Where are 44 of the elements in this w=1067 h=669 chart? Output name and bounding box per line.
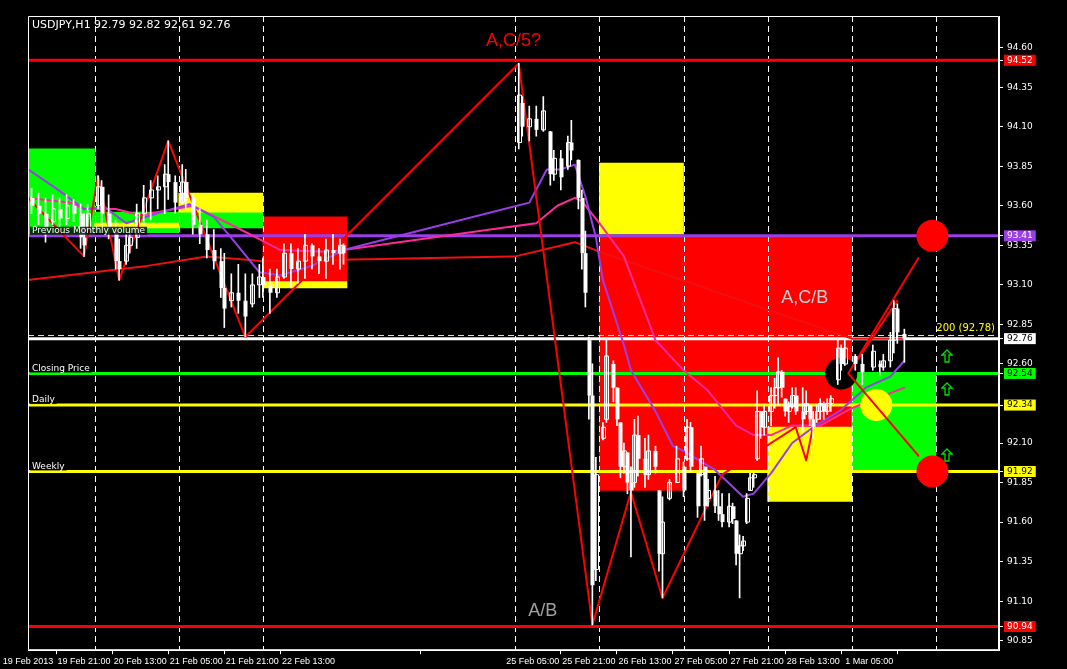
x-tick-label: 27 Feb 05:00 [674, 656, 728, 667]
ref-line-label: Daily [32, 394, 56, 405]
y-tick-label: 92.34 [1007, 399, 1034, 410]
y-tick-label: 92.10 [1007, 437, 1034, 448]
ref-line-label: Closing Price [32, 362, 91, 373]
y-tick-label: 91.92 [1007, 465, 1033, 476]
x-tick-label: 21 Feb 05:00 [169, 656, 223, 667]
x-tick-label: 19 Feb 21:00 [57, 656, 111, 667]
x-tick-label: 22 Feb 13:00 [281, 656, 335, 667]
y-tick-label: 91.10 [1007, 595, 1034, 606]
y-tick-label: 94.35 [1007, 81, 1033, 92]
annotation: A,C/B [781, 287, 829, 308]
y-tick-label: 91.35 [1007, 555, 1033, 566]
y-tick-label: 91.60 [1007, 516, 1034, 527]
x-tick-label: 25 Feb 05:00 [506, 656, 560, 667]
y-tick-label: 92.85 [1007, 318, 1033, 329]
chart-title: USDJPY,H1 92.79 92.82 92.61 92.76 [32, 18, 231, 32]
ref-line-label: Weekly [32, 460, 66, 471]
ref-line-label: 200 (92.78) [936, 322, 996, 334]
y-tick-label: 93.35 [1007, 239, 1033, 250]
y-tick-label: 93.10 [1007, 279, 1034, 290]
x-tick-label: 20 Feb 13:00 [113, 656, 167, 667]
x-tick-label: 21 Feb 21:00 [225, 656, 279, 667]
y-tick-label: 92.54 [1007, 367, 1034, 378]
y-tick-label: 91.85 [1007, 476, 1033, 487]
x-tick-label: 19 Feb 2013 [2, 656, 54, 667]
ref-line-label: Previous Monthly volume [32, 225, 146, 236]
y-tick-label: 94.10 [1007, 121, 1034, 132]
x-tick-label: 26 Feb 13:00 [618, 656, 672, 667]
y-tick-label: 94.60 [1007, 41, 1034, 52]
y-tick-label: 90.85 [1007, 635, 1033, 646]
y-tick-label: 93.60 [1007, 200, 1034, 211]
x-tick-label: 28 Feb 13:00 [786, 656, 840, 667]
x-tick-label: 25 Feb 21:00 [562, 656, 616, 667]
annotation: A,C/5? [485, 29, 542, 50]
annotation: A/B [528, 599, 558, 620]
x-tick-label: 1 Mar 05:00 [845, 656, 894, 667]
y-tick-label: 90.94 [1007, 620, 1034, 631]
y-tick-label: 93.85 [1007, 160, 1033, 171]
y-tick-label: 93.41 [1007, 230, 1033, 241]
y-tick-label: 92.60 [1007, 358, 1034, 369]
y-tick-label: 92.76 [1007, 332, 1034, 343]
x-tick-label: 27 Feb 21:00 [730, 656, 784, 667]
y-tick-label: 94.52 [1007, 54, 1033, 65]
